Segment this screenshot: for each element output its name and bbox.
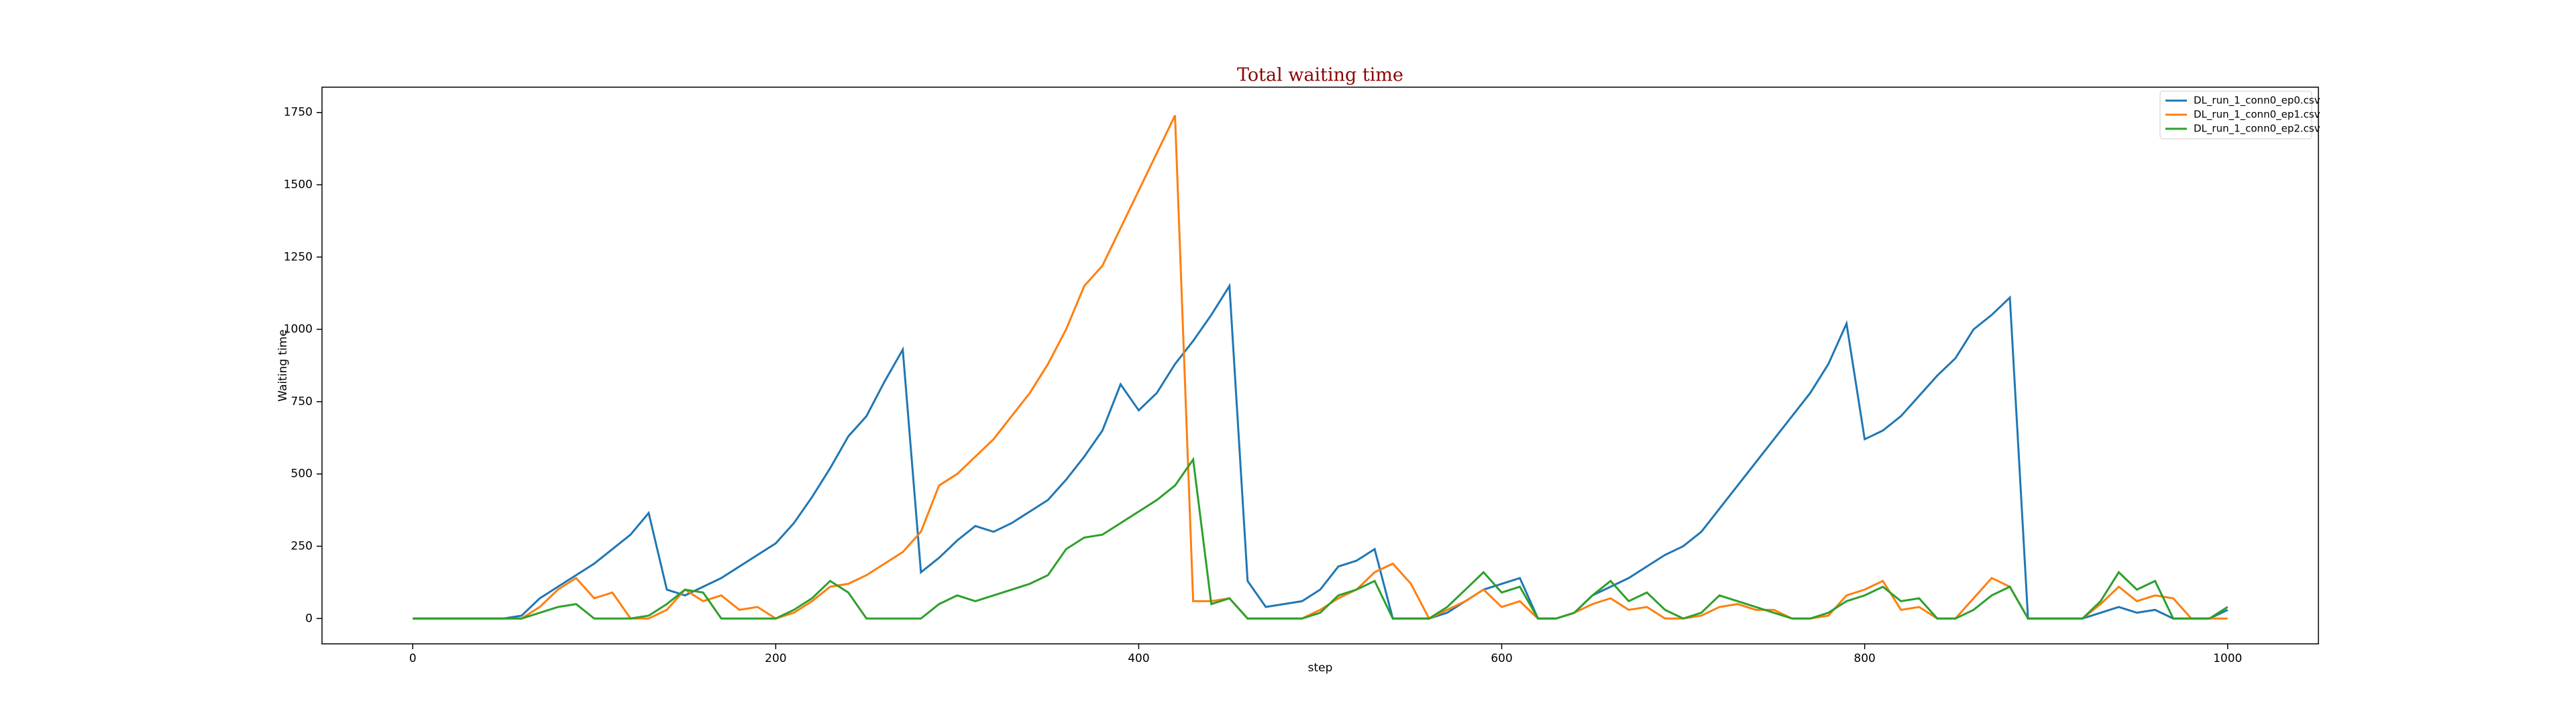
x-tick-label: 1000 [2213,652,2242,665]
x-tick-label: 600 [1491,652,1512,665]
x-tick-label: 0 [409,652,417,665]
x-tick-label: 400 [1128,652,1149,665]
series-line [413,457,2229,620]
chart-title: Total waiting time [1237,65,1403,86]
legend-box [2159,91,2312,139]
y-tick-label: 1750 [284,106,313,119]
y-tick-label: 1250 [284,250,313,264]
y-tick-label: 0 [305,612,313,625]
legend-label: DL_run_1_conn0_ep2.csv [2194,123,2320,135]
plot-frame [321,87,2319,645]
y-tick-label: 500 [291,467,313,481]
legend-label: DL_run_1_conn0_ep0.csv [2194,95,2320,107]
y-tick-label: 750 [291,395,313,408]
x-axis-label: step [1308,661,1333,675]
x-tick-label: 200 [765,652,786,665]
series-line [413,282,2229,620]
series-line [413,115,2228,620]
y-tick-label: 1000 [284,323,313,336]
legend-label: DL_run_1_conn0_ep1.csv [2194,109,2320,121]
y-axis-label: Waiting time [276,329,290,402]
y-tick-label: 250 [291,539,313,553]
y-tick-label: 1500 [284,178,313,192]
x-tick-label: 800 [1854,652,1875,665]
